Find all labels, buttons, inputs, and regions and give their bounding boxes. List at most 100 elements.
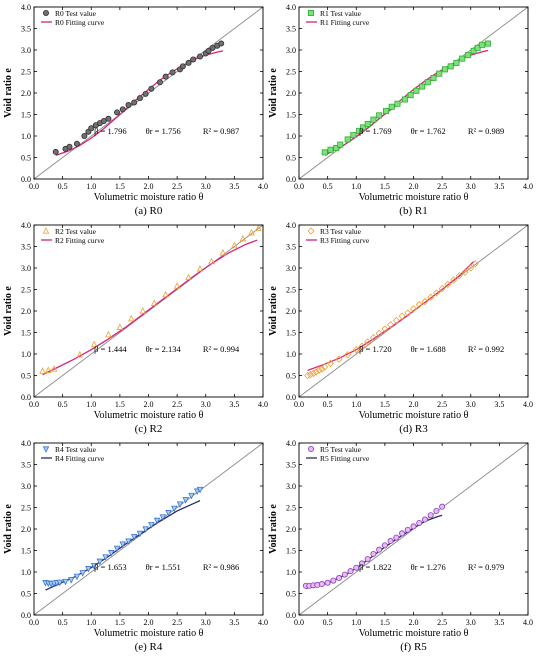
data-point — [312, 368, 320, 376]
x-axis-label: Volumetric moisture ratio θ — [359, 192, 469, 203]
data-point — [398, 312, 406, 320]
data-point — [352, 346, 360, 354]
data-point — [404, 309, 412, 317]
x-tick-label: 3.5 — [494, 400, 504, 409]
data-point — [341, 571, 348, 578]
data-point — [197, 53, 204, 60]
data-point — [369, 333, 377, 342]
x-tick-label: 3.5 — [494, 182, 504, 191]
x-tick-label: 1.0 — [86, 400, 96, 409]
y-tick-label: 3.0 — [21, 482, 31, 491]
data-point — [421, 516, 428, 523]
x-tick-label: 4.0 — [258, 400, 268, 409]
annotation-beta: β = 1.653 — [94, 562, 127, 572]
data-point — [321, 149, 328, 156]
x-tick-label: 0.0 — [294, 182, 304, 191]
data-point — [364, 120, 371, 127]
data-point — [165, 510, 172, 517]
legend-entry-fit: R1 Fitting curve — [320, 18, 370, 27]
x-tick-label: 4.0 — [523, 182, 533, 191]
x-tick-label: 2.0 — [144, 182, 154, 191]
data-point — [66, 143, 73, 150]
legend-marker — [42, 446, 50, 453]
fitting-curve — [42, 239, 258, 376]
y-tick-label: 4.0 — [286, 439, 296, 448]
annotation-r2: R² = 0.986 — [203, 562, 239, 572]
y-tick-label: 0.0 — [21, 175, 31, 184]
legend-entry-test: R4 Test value — [55, 445, 97, 454]
legend-marker — [307, 9, 314, 16]
data-point — [327, 146, 334, 153]
data-point — [239, 234, 247, 242]
x-axis-label: Volumetric moisture ratio θ — [94, 410, 204, 421]
data-point — [185, 273, 192, 281]
data-point — [90, 340, 98, 348]
data-point — [461, 268, 469, 276]
x-tick-label: 0.0 — [29, 618, 39, 627]
x-tick-label: 3.0 — [201, 182, 211, 191]
x-axis-label: Volumetric moisture ratio θ — [359, 410, 469, 421]
legend-marker — [43, 9, 50, 16]
fitting-curve — [45, 500, 201, 591]
data-point — [453, 59, 460, 66]
data-point — [150, 299, 158, 306]
data-point — [142, 526, 149, 533]
annotation-beta: β = 1.720 — [359, 344, 392, 354]
x-tick-label: 1.5 — [380, 182, 390, 191]
y-tick-label: 2.0 — [21, 89, 31, 98]
data-point — [108, 550, 115, 557]
legend-entry-fit: R5 Fitting curve — [320, 454, 370, 463]
x-tick-label: 2.5 — [437, 618, 447, 627]
x-tick-label: 3.5 — [229, 618, 239, 627]
y-tick-label: 1.5 — [286, 329, 296, 338]
data-point — [436, 70, 443, 77]
x-tick-label: 3.5 — [494, 618, 504, 627]
x-tick-label: 0.0 — [29, 400, 39, 409]
data-point — [73, 573, 81, 581]
data-point — [73, 140, 80, 147]
x-tick-label: 3.0 — [466, 400, 476, 409]
data-point — [410, 523, 417, 530]
data-point — [105, 330, 112, 338]
y-tick-label: 0.5 — [286, 154, 296, 163]
y-tick-label: 1.5 — [286, 547, 296, 556]
data-point — [447, 63, 454, 70]
legend-entry-fit: R3 Fitting curve — [320, 236, 370, 245]
data-point — [388, 103, 395, 110]
y-tick-label: 2.5 — [286, 68, 296, 77]
data-point — [218, 40, 225, 47]
y-tick-label: 2.0 — [21, 307, 31, 316]
x-tick-label: 2.0 — [144, 618, 154, 627]
x-tick-label: 2.5 — [172, 618, 182, 627]
data-point — [113, 545, 121, 553]
data-point — [182, 497, 189, 504]
x-tick-label: 1.5 — [115, 618, 125, 627]
data-point — [376, 112, 383, 119]
annotation-r2: R² = 0.994 — [203, 344, 240, 354]
x-tick-label: 2.5 — [437, 182, 447, 191]
y-tick-label: 2.5 — [286, 504, 296, 513]
y-tick-label: 0.0 — [286, 175, 296, 184]
data-point — [350, 132, 357, 139]
annotation-theta-r: θr = 1.762 — [411, 126, 446, 136]
y-axis-label: Void ratio e — [3, 504, 14, 554]
data-point — [39, 367, 46, 374]
y-tick-label: 0.0 — [286, 393, 296, 402]
data-point — [441, 66, 448, 73]
data-point — [171, 505, 178, 513]
data-point — [62, 578, 69, 586]
fitting-curve — [307, 261, 475, 371]
x-tick-label: 1.0 — [351, 182, 361, 191]
x-tick-label: 4.0 — [523, 400, 533, 409]
data-point — [81, 132, 88, 139]
x-tick-label: 4.0 — [258, 182, 268, 191]
data-point — [205, 47, 212, 54]
data-point — [470, 47, 477, 54]
panel-caption: (d) R3 — [399, 423, 428, 435]
data-point — [439, 503, 446, 510]
data-point — [356, 127, 363, 134]
data-point — [407, 92, 414, 99]
data-point — [67, 577, 75, 584]
data-point — [364, 556, 371, 563]
